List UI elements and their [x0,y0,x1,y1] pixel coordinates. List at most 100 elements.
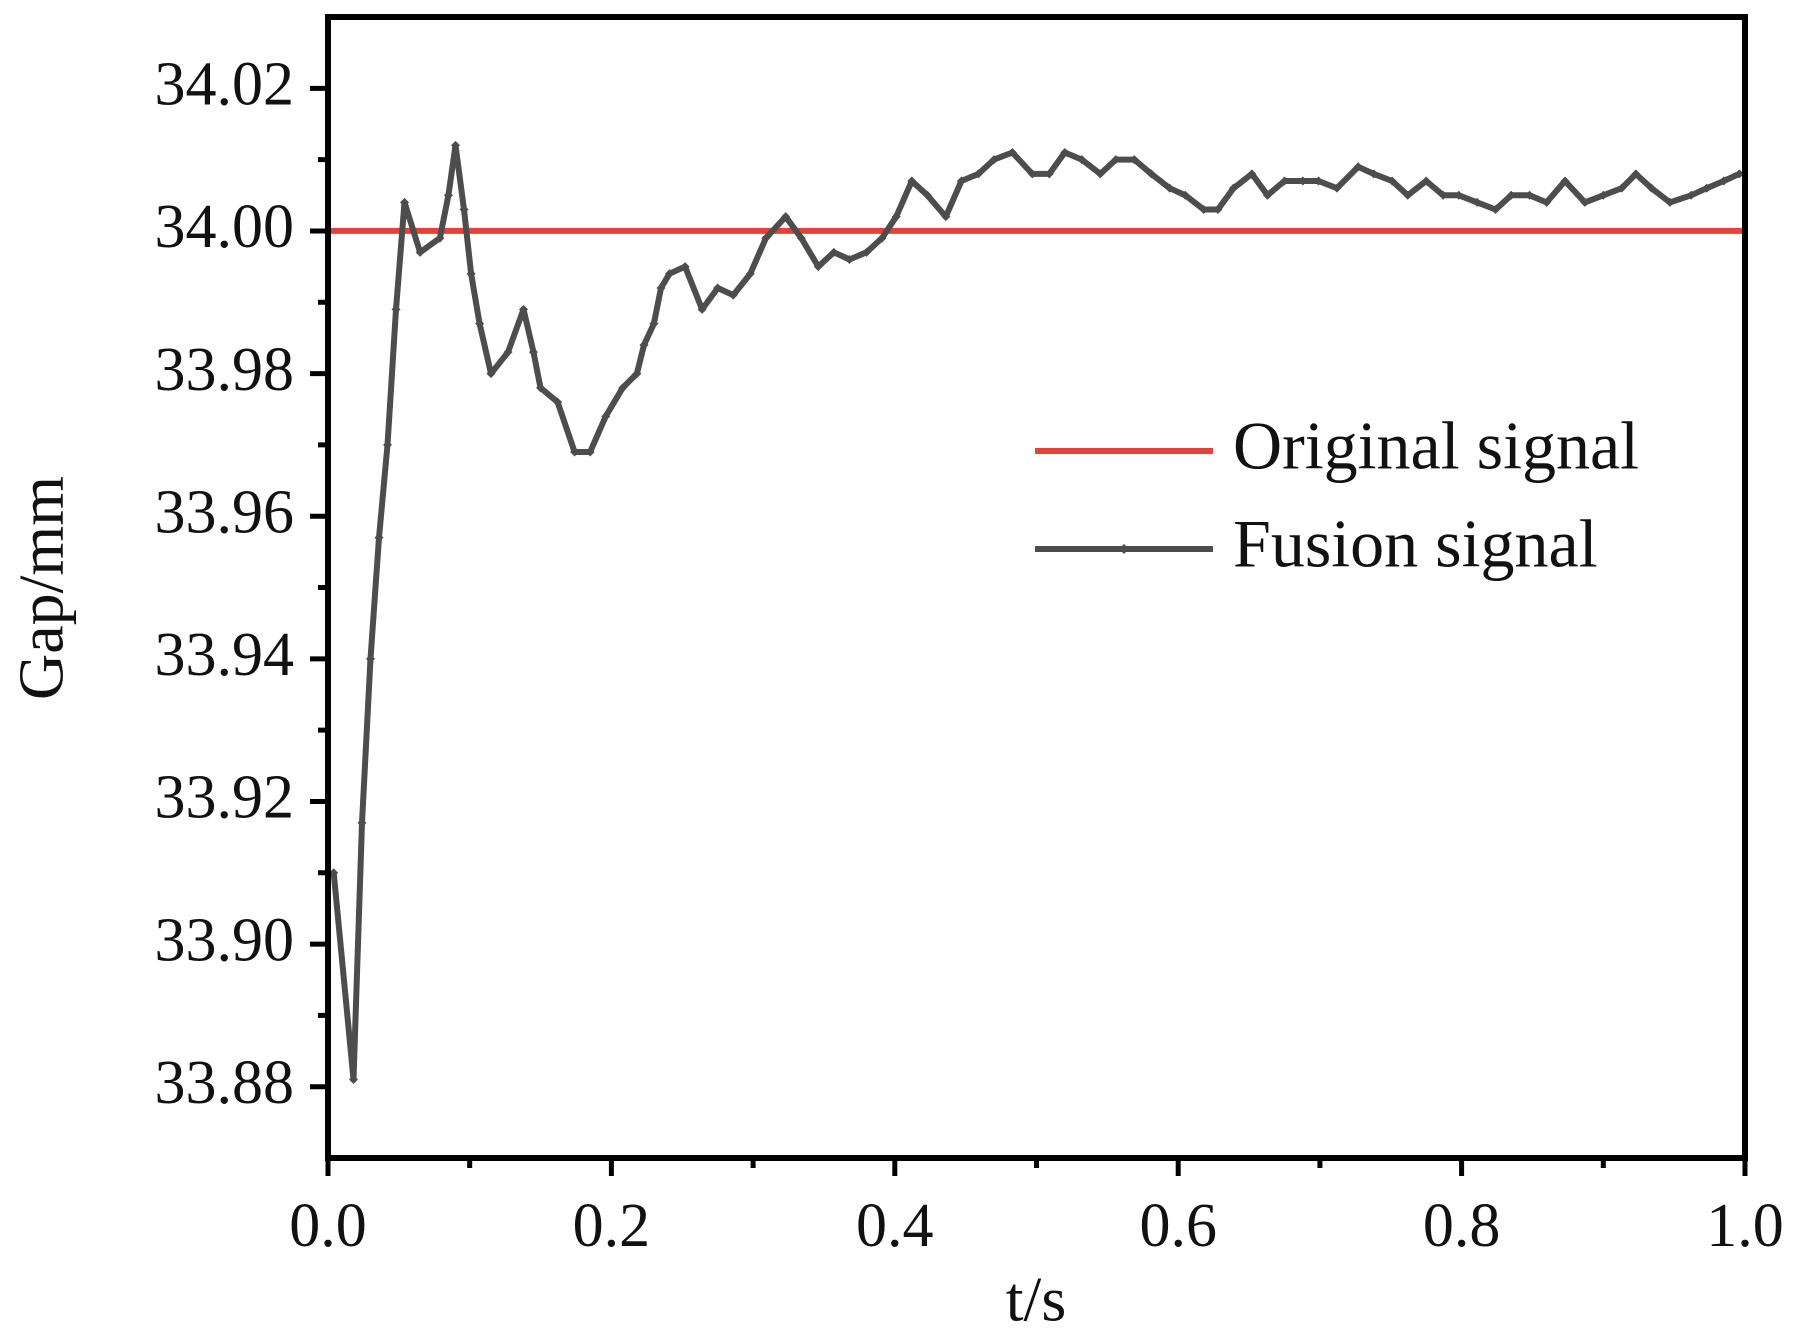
series-marker [1027,169,1037,179]
x-tick-label: 0.0 [289,1192,367,1260]
series-marker [601,411,611,421]
series-marker [486,369,496,379]
series-marker [697,304,707,314]
series-marker [1617,183,1627,193]
series-marker [973,169,983,179]
legend-marker [1119,544,1129,554]
series-marker [989,155,999,165]
series-marker [1734,169,1744,179]
series-marker [1228,183,1238,193]
series-marker [1702,183,1712,193]
series-marker [664,269,674,279]
x-tick-label: 0.6 [1139,1192,1217,1260]
series-marker [618,383,628,393]
series-marker [374,533,384,543]
y-tick-label: 33.90 [155,906,295,974]
series-marker [1095,169,1105,179]
series-line [330,142,1741,1083]
series-marker [656,283,666,293]
series-marker [761,233,771,243]
series-marker [861,247,871,257]
x-tick-label: 0.8 [1423,1192,1501,1260]
series-marker [536,383,546,393]
series-marker [391,304,401,314]
series-marker [1044,169,1054,179]
series-marker [1279,176,1289,186]
series-marker [796,233,806,243]
series-marker [745,269,755,279]
series-marker [907,176,917,186]
series-marker [639,340,649,350]
series-marker [400,197,410,207]
series-marker [632,369,642,379]
legend-label: Original signal [1233,408,1639,484]
y-tick-label: 34.02 [155,51,295,119]
series-marker [570,447,580,457]
series-marker [649,319,659,329]
plot-frame [325,14,1748,1161]
series-marker [1060,147,1070,157]
series-marker [1686,190,1696,200]
series-marker [680,262,690,272]
x-axis-label: t/s [1006,1264,1066,1335]
series-marker [1506,190,1516,200]
x-tick-label: 0.2 [573,1192,651,1260]
series-marker [585,447,595,457]
series-marker [475,319,485,329]
series-marker [1403,190,1413,200]
series-marker [383,440,393,450]
x-tick-label: 0.4 [856,1192,934,1260]
series-marker [1454,190,1464,200]
series-marker [357,818,367,828]
series-marker [1298,176,1308,186]
series-marker [1472,197,1482,207]
y-tick-label: 33.92 [155,764,295,832]
y-tick-label: 33.94 [155,621,295,689]
series-marker [1247,169,1257,179]
series-marker [1369,169,1379,179]
series-marker [451,140,461,150]
series-marker [956,176,966,186]
series-marker [366,654,376,664]
series-marker [829,247,839,257]
series-marker [1111,155,1121,165]
series-marker [891,212,901,222]
series-marker [553,397,563,407]
series-marker [443,190,453,200]
series-marker [349,1075,359,1085]
series-marker [1165,183,1175,193]
series-marker [503,347,513,357]
series-marker [1560,176,1570,186]
series-marker [1199,205,1209,215]
series-marker [1146,169,1156,179]
series-marker [1421,176,1431,186]
series-marker [1719,176,1729,186]
series-marker [466,269,476,279]
series-marker [1580,197,1590,207]
series-marker [941,212,951,222]
series-marker [528,347,538,357]
series-marker [1387,176,1397,186]
y-axis-label: Gap/mm [6,476,77,700]
series-marker [1313,176,1323,186]
series-marker [922,190,932,200]
series-marker [877,233,887,243]
y-tick-label: 33.98 [155,336,295,404]
series-marker [415,247,425,257]
series-marker [1213,205,1223,215]
series-marker [813,262,823,272]
y-tick-label: 34.00 [155,193,295,261]
legend-label: Fusion signal [1233,506,1598,582]
series-marker [1542,197,1552,207]
y-tick-label: 33.96 [155,478,295,546]
series-marker [329,868,339,878]
series-marker [728,290,738,300]
series-marker [1491,205,1501,215]
series-marker [844,254,854,264]
x-tick-label: 1.0 [1706,1192,1784,1260]
series-marker [713,283,723,293]
series-marker [1007,147,1017,157]
series-marker [1353,162,1363,172]
series-marker [1332,183,1342,193]
